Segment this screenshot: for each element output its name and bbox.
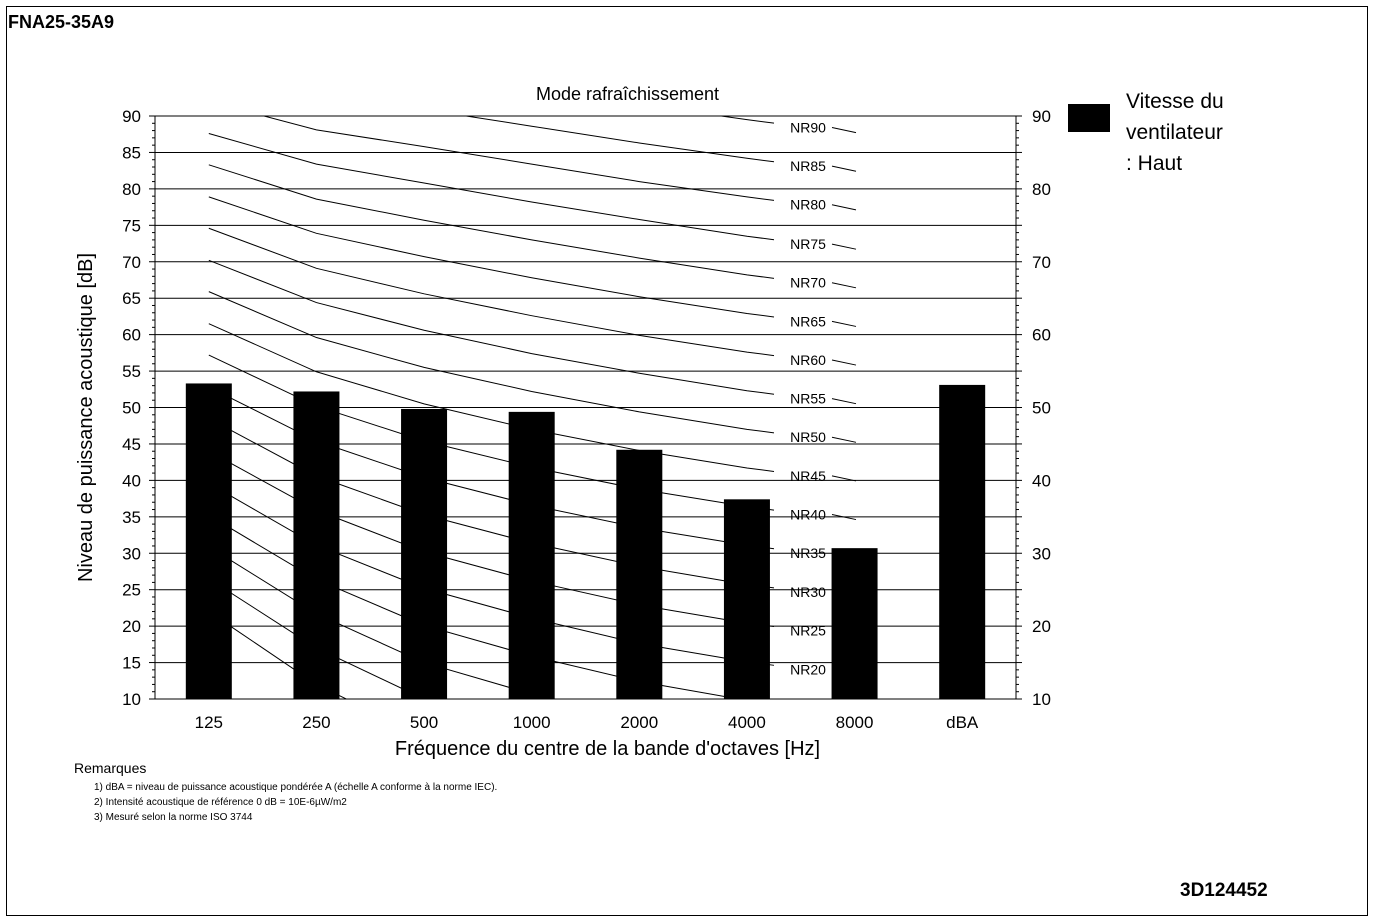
nr-curve-label: NR65	[790, 313, 826, 329]
nr-curve-tail	[831, 398, 857, 405]
notes: Remarques 1) dBA = niveau de puissance a…	[74, 760, 497, 825]
nr-curve-label: NR45	[790, 468, 826, 484]
bar-4000	[723, 499, 770, 699]
legend-label: Vitesse du ventilateur : Haut	[1126, 86, 1266, 179]
nr-curve-tail	[831, 359, 857, 366]
nr-curve	[208, 259, 775, 395]
y-tick-label: 15	[122, 654, 141, 673]
nr-curve-label: NR20	[790, 662, 826, 678]
y-tick-label: 10	[122, 690, 141, 709]
nr-curve	[462, 116, 775, 163]
nr-curve-tail	[831, 475, 857, 482]
chart-title: Mode rafraîchissement	[536, 84, 719, 104]
y-tick-label: 85	[122, 143, 141, 162]
nr-curve	[262, 116, 775, 201]
legend: Vitesse du ventilateur : Haut	[1068, 86, 1368, 186]
bar-250	[293, 391, 340, 699]
x-tick-label: 500	[410, 713, 438, 732]
nr-curve-label: NR90	[790, 119, 826, 135]
nr-curve	[208, 291, 775, 434]
y-tick-label: 60	[122, 326, 141, 345]
x-tick-label: dBA	[946, 713, 979, 732]
nr-curve-tail	[831, 513, 857, 521]
x-tick-label: 1000	[513, 713, 551, 732]
nr-curve-tail	[831, 165, 857, 172]
nr-curve-tail	[831, 204, 857, 211]
y-axis-label: Niveau de puissance acoustique [dB]	[75, 253, 97, 582]
y-tick-label: 25	[122, 581, 141, 600]
x-tick-label: 8000	[836, 713, 874, 732]
y-tick-label-right: 50	[1032, 399, 1051, 418]
nr-curve-label: NR30	[790, 584, 826, 600]
bar-dBA	[939, 384, 986, 699]
y-tick-label-right: 70	[1032, 253, 1051, 272]
bar-500	[401, 408, 448, 699]
y-tick-label: 70	[122, 253, 141, 272]
note-item: 3) Mesuré selon la norme ISO 3744	[94, 812, 253, 823]
y-tick-label-right: 60	[1032, 326, 1051, 345]
nr-curve	[208, 133, 775, 241]
note-item: 1) dBA = niveau de puissance acoustique …	[94, 782, 498, 793]
model-name: FNA25-35A9	[8, 12, 115, 32]
nr-curve-label: NR25	[790, 623, 826, 639]
bar-2000	[616, 449, 663, 699]
legend-label-line: ventilateur	[1126, 121, 1223, 144]
y-tick-label-right: 80	[1032, 180, 1051, 199]
nr-curve-tail	[831, 282, 857, 289]
y-tick-label: 35	[122, 508, 141, 527]
y-tick-label: 65	[122, 289, 141, 308]
y-tick-label-right: 20	[1032, 617, 1051, 636]
y-tick-label-right: 10	[1032, 690, 1051, 709]
nr-curve-label: NR60	[790, 352, 826, 368]
y-tick-label-right: 40	[1032, 471, 1051, 490]
nr-curve-label: NR35	[790, 545, 826, 561]
nr-curve	[208, 164, 775, 279]
y-tick-label: 55	[122, 362, 141, 381]
y-tick-label: 80	[122, 180, 141, 199]
bar-8000	[831, 548, 878, 699]
note-item: 2) Intensité acoustique de référence 0 d…	[94, 797, 347, 808]
document-number: 3D124452	[1180, 880, 1268, 901]
nr-curve-label: NR50	[790, 429, 826, 445]
y-tick-label: 50	[122, 399, 141, 418]
nr-curve-label: NR85	[790, 158, 826, 174]
y-tick-label: 20	[122, 617, 141, 636]
nr-curve-label: NR55	[790, 391, 826, 407]
nr-curve	[208, 196, 775, 318]
x-axis-label: Fréquence du centre de la bande d'octave…	[395, 738, 820, 760]
nr-curve-label: NR75	[790, 236, 826, 252]
y-tick-label: 90	[122, 107, 141, 126]
nr-curve-label: NR70	[790, 275, 826, 291]
y-tick-label-right: 30	[1032, 544, 1051, 563]
notes-title: Remarques	[74, 760, 147, 776]
bar-125	[185, 383, 232, 699]
bar-1000	[508, 411, 555, 699]
x-tick-label: 2000	[620, 713, 658, 732]
nr-curve-label: NR40	[790, 506, 826, 522]
nr-curve-tail	[831, 320, 857, 327]
nr-curve	[717, 116, 775, 124]
nr-curve-tail	[831, 127, 857, 134]
nr-curve	[208, 227, 775, 357]
x-tick-label: 250	[302, 713, 330, 732]
nr-curve-tail	[831, 436, 857, 443]
nr-curve-label: NR80	[790, 197, 826, 213]
legend-label-line: : Haut	[1126, 152, 1183, 175]
y-tick-label-right: 90	[1032, 107, 1051, 126]
x-tick-label: 125	[195, 713, 223, 732]
nr-curve-tail	[831, 243, 857, 250]
y-tick-label: 45	[122, 435, 141, 454]
y-tick-label: 75	[122, 216, 141, 235]
legend-swatch	[1068, 104, 1110, 132]
y-tick-label: 30	[122, 544, 141, 563]
x-tick-label: 4000	[728, 713, 766, 732]
y-tick-label: 40	[122, 471, 141, 490]
legend-label-line: Vitesse du	[1126, 90, 1224, 113]
